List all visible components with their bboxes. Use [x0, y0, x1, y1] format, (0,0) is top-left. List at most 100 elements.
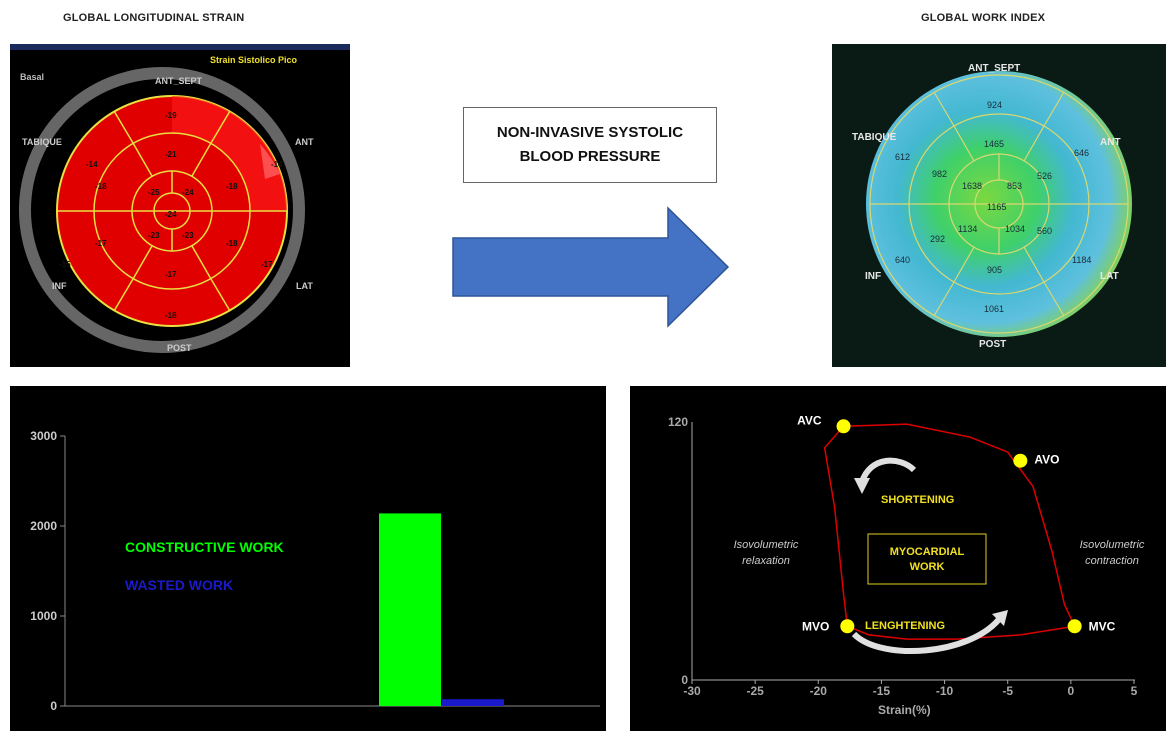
work-bar-chart: 0 1000 2000 3000 CONSTRUCTIVE WORK WASTED W…: [30, 429, 600, 713]
work-label-top: ANT_SEPT: [968, 63, 1020, 74]
systolic-pressure-line1: NON-INVASIVE SYSTOLIC: [496, 124, 684, 141]
strain-label-upper-left: TABIQUE: [22, 137, 62, 147]
point-mvo: [840, 619, 855, 634]
strain-label-lower-right: LAT: [296, 281, 313, 291]
isovolumetric-contraction-line2: contraction: [1085, 555, 1139, 567]
isovolumetric-contraction-line1: Isovolumetric: [1080, 539, 1145, 551]
strain-label-lower-left: INF: [52, 281, 67, 291]
lengthening-arrow-icon: [851, 616, 1003, 655]
legend-wasted-work: WASTED WORK: [125, 577, 233, 593]
work-value: 1061: [984, 304, 1004, 314]
x-tick-label: 5: [1131, 684, 1138, 698]
pressure-strain-loop-panel: -30 -25 -20 -15 -10 -5 0 5 0 120 Strain(%) SHORT…: [630, 386, 1166, 731]
work-index-bullseye-panel: ANT_SEPT TABIQUE ANT INF LAT POST 924 64…: [832, 44, 1166, 367]
strain-value-apex: -24: [165, 210, 177, 219]
work-label-upper-left: TABIQUE: [852, 132, 897, 143]
work-value: 1465: [984, 139, 1004, 149]
x-tick-label: -5: [1002, 684, 1013, 698]
strain-label-upper-right: ANT: [295, 137, 314, 147]
x-axis-label: Strain(%): [878, 703, 931, 717]
point-label-avc: AVC: [797, 413, 822, 427]
myocardial-work-line2: WORK: [910, 561, 945, 573]
work-value: 292: [930, 234, 945, 244]
strain-value: -17: [261, 260, 273, 269]
strain-value: -18: [226, 239, 238, 248]
shortening-arrowhead-icon: [854, 478, 870, 494]
x-tick-label: -20: [810, 684, 828, 698]
work-index-bullseye: ANT_SEPT TABIQUE ANT INF LAT POST 924 64…: [832, 44, 1166, 367]
point-avo: [1013, 453, 1028, 468]
bar: [379, 513, 441, 706]
work-value: 924: [987, 100, 1002, 110]
work-value: 612: [895, 152, 910, 162]
shortening-arrow-icon: [859, 457, 917, 484]
work-bar-chart-panel: 0 1000 2000 3000 CONSTRUCTIVE WORK WASTED W…: [10, 386, 606, 731]
work-value: 646: [1074, 148, 1089, 158]
work-value: 640: [895, 255, 910, 265]
y-tick-label: 0: [681, 673, 688, 687]
point-avc: [836, 419, 851, 434]
systolic-pressure-line2: BLOOD PRESSURE: [519, 148, 661, 165]
strain-value: -18: [226, 182, 238, 191]
x-tick-label: -30: [683, 684, 701, 698]
y-tick-label: 3000: [30, 429, 57, 443]
strain-value: -17: [95, 239, 107, 248]
strain-label-top: ANT_SEPT: [155, 76, 203, 86]
work-value: 982: [932, 169, 947, 179]
lengthening-label: LENGHTENING: [865, 620, 945, 632]
pressure-strain-loop-chart: -30 -25 -20 -15 -10 -5 0 5 0 120 Strain(%) SHORT…: [668, 413, 1145, 717]
x-tick-label: -10: [936, 684, 954, 698]
x-tick-label: 0: [1068, 684, 1075, 698]
legend-constructive-work: CONSTRUCTIVE WORK: [125, 539, 284, 555]
strain-value: -14: [86, 160, 98, 169]
work-label-bottom: POST: [979, 339, 1006, 350]
y-tick-label: 1000: [30, 609, 57, 623]
strain-value: -23: [182, 231, 194, 240]
strain-value: -18: [165, 311, 177, 320]
work-label-lower-left: INF: [865, 271, 881, 282]
work-value: 853: [1007, 181, 1022, 191]
work-value: 1184: [1072, 255, 1091, 265]
work-value: 1034: [1005, 224, 1025, 234]
strain-value: -15: [59, 260, 71, 269]
work-label-lower-right: LAT: [1100, 271, 1119, 282]
work-label-upper-right: ANT: [1100, 137, 1121, 148]
myocardial-work-line1: MYOCARDIAL: [890, 546, 965, 558]
bar: [442, 699, 504, 706]
x-tick-label: -15: [873, 684, 891, 698]
strain-value: -17: [165, 270, 177, 279]
pressure-strain-loop: [823, 423, 1076, 640]
strain-value: -24: [182, 188, 194, 197]
shortening-label: SHORTENING: [881, 494, 954, 506]
systolic-pressure-box: NON-INVASIVE SYSTOLIC BLOOD PRESSURE: [463, 107, 717, 183]
title-global-longitudinal-strain: GLOBAL LONGITUDINAL STRAIN: [63, 12, 245, 24]
work-value: 526: [1037, 171, 1052, 181]
point-label-mvo: MVO: [802, 619, 829, 633]
strain-bullseye-panel: Strain Sistolico Pico Basal ANT_SEPT TAB…: [10, 44, 350, 367]
work-value-apex: 1165: [987, 202, 1006, 212]
x-tick-label: -25: [746, 684, 764, 698]
strain-map-header: Strain Sistolico Pico: [210, 55, 298, 65]
isovolumetric-relaxation-line2: relaxation: [742, 555, 790, 567]
strain-value: -21: [165, 150, 177, 159]
work-value: 1638: [962, 181, 982, 191]
work-value: 560: [1037, 226, 1052, 236]
title-global-work-index: GLOBAL WORK INDEX: [921, 12, 1046, 24]
strain-value: -23: [148, 231, 160, 240]
strain-value: -18: [95, 182, 107, 191]
y-tick-label: 0: [50, 699, 57, 713]
strain-bullseye: Strain Sistolico Pico Basal ANT_SEPT TAB…: [10, 44, 350, 353]
point-label-mvc: MVC: [1089, 619, 1116, 633]
right-arrow-icon: [452, 206, 730, 328]
strain-label-bottom: POST: [167, 343, 192, 353]
point-mvc: [1067, 619, 1082, 634]
strain-value: -19: [165, 111, 177, 120]
basal-label: Basal: [20, 72, 44, 82]
isovolumetric-relaxation-line1: Isovolumetric: [734, 539, 799, 551]
y-tick-label: 120: [668, 415, 688, 429]
strain-value: -25: [148, 188, 160, 197]
lengthening-arrowhead-icon: [992, 610, 1008, 626]
y-tick-label: 2000: [30, 519, 57, 533]
work-value: 905: [987, 265, 1002, 275]
strain-value: -14: [271, 160, 283, 169]
